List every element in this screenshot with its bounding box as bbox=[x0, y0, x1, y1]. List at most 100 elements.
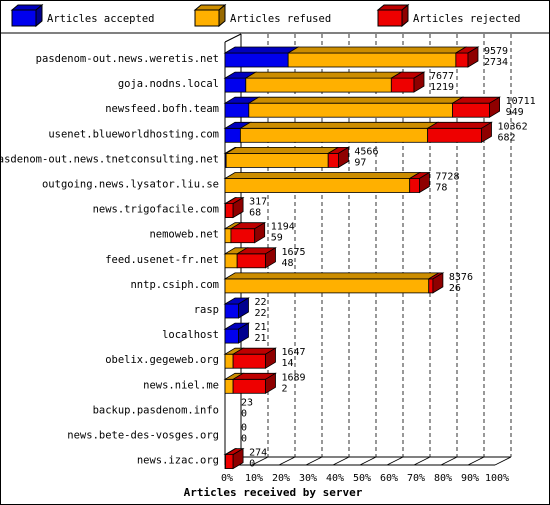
category-labels: pasdenom-out.news.weretis.net goja.nodns.… bbox=[0, 53, 219, 467]
category-label: pasdenom-out.news.weretis.net bbox=[36, 53, 219, 65]
accepted-label: 26 bbox=[449, 283, 461, 294]
floor-line bbox=[251, 456, 269, 466]
bar-rejected bbox=[428, 278, 434, 294]
x-tick-label: 100% bbox=[485, 473, 509, 484]
bar-rejected bbox=[232, 353, 266, 369]
legend-swatch bbox=[11, 9, 37, 27]
bars: 9579273476771219107119491036268245669777… bbox=[223, 46, 536, 470]
total-label: 1194 bbox=[271, 222, 295, 233]
floor-line bbox=[332, 456, 350, 466]
total-label: 4566 bbox=[354, 146, 378, 157]
total-label: 21 bbox=[255, 322, 267, 333]
bar-rejected-side bbox=[432, 272, 444, 294]
bar-rejected-side bbox=[467, 46, 479, 68]
bar-accepted bbox=[224, 102, 250, 118]
bar-accepted bbox=[224, 127, 241, 143]
floor-line bbox=[440, 456, 458, 466]
bar-accepted-top bbox=[223, 46, 300, 54]
bar-accepted-side bbox=[238, 322, 249, 344]
x-tick-label: 40% bbox=[326, 473, 344, 484]
bar-rejected bbox=[452, 102, 490, 118]
category-label: usenet.blueworldhosting.com bbox=[48, 128, 219, 140]
bar-accepted bbox=[224, 52, 289, 68]
bar-refused bbox=[224, 228, 232, 244]
total-label: 10362 bbox=[498, 121, 528, 132]
floor-line bbox=[386, 456, 404, 466]
bar-refused-top bbox=[223, 272, 441, 280]
bar-rejected bbox=[225, 203, 234, 219]
bar-refused bbox=[224, 178, 411, 193]
x-tick-labels: 0% 10% 20% 30% 40% 50% 60% 70% 80% 90% 100% bbox=[221, 473, 509, 484]
accepted-label: 22 bbox=[255, 308, 267, 319]
x-tick-label: 0% bbox=[221, 473, 233, 484]
x-tick-label: 70% bbox=[407, 473, 425, 484]
total-label: 23 bbox=[241, 397, 253, 408]
bar-rejected bbox=[232, 378, 266, 394]
bar-refused bbox=[239, 127, 429, 143]
total-label: 7728 bbox=[435, 172, 459, 183]
bar-refused-top bbox=[286, 46, 468, 54]
bar-accepted-side bbox=[238, 297, 249, 319]
floor-line bbox=[278, 456, 296, 466]
accepted-label: 949 bbox=[506, 107, 524, 118]
total-label: 0 bbox=[241, 423, 247, 434]
category-label: rasp bbox=[194, 304, 219, 316]
category-label: news.bete-des-vosges.org bbox=[67, 430, 219, 442]
total-label: 1647 bbox=[282, 347, 306, 358]
total-label: 9579 bbox=[484, 46, 508, 57]
accepted-label: 2 bbox=[282, 383, 288, 394]
bar-accepted bbox=[224, 328, 239, 344]
accepted-label: 2734 bbox=[484, 57, 508, 68]
accepted-label: 68 bbox=[249, 208, 261, 219]
bar-refused bbox=[224, 353, 234, 369]
bar-rejected-top bbox=[426, 121, 493, 129]
floor-line bbox=[359, 456, 377, 466]
category-label: news.niel.me bbox=[143, 379, 219, 391]
legend-swatch bbox=[194, 9, 220, 27]
bar-refused-top bbox=[238, 121, 440, 129]
bar-rejected-side bbox=[232, 196, 244, 219]
bar-rejected bbox=[230, 228, 256, 244]
bar-accepted bbox=[224, 303, 239, 319]
total-label: 22 bbox=[255, 297, 267, 308]
bar-refused bbox=[224, 278, 430, 294]
legend: Articles accepted Articles refused Article… bbox=[10, 3, 520, 28]
accepted-label: 682 bbox=[498, 132, 516, 143]
category-label: news.izac.org bbox=[137, 455, 219, 467]
floor-line bbox=[494, 456, 512, 466]
category-label: feed.usenet-fr.net bbox=[105, 254, 219, 266]
legend-label: Articles rejected bbox=[413, 13, 520, 25]
total-label: 274 bbox=[249, 448, 267, 459]
accepted-label: 0 bbox=[249, 459, 255, 470]
legend-label: Articles accepted bbox=[47, 13, 154, 25]
accepted-label: 0 bbox=[241, 434, 247, 445]
bar-rejected-side bbox=[337, 146, 349, 169]
bar-rejected-side bbox=[265, 247, 276, 269]
legend-swatch-side bbox=[218, 3, 226, 28]
bar-refused-top bbox=[247, 96, 465, 104]
axis-depth bbox=[224, 33, 242, 43]
accepted-label: 48 bbox=[282, 258, 294, 269]
bar-refused-top bbox=[224, 146, 340, 154]
bar-refused bbox=[245, 77, 392, 93]
bar-refused-top bbox=[223, 172, 422, 179]
total-label: 1675 bbox=[282, 247, 306, 258]
category-label: localhost bbox=[162, 329, 219, 341]
legend-swatch-side bbox=[35, 3, 43, 28]
bar-rejected-side bbox=[418, 171, 430, 194]
x-tick-label: 90% bbox=[461, 473, 479, 484]
total-label: 1689 bbox=[282, 372, 306, 383]
x-tick-label: 80% bbox=[434, 473, 452, 484]
bar-rejected bbox=[455, 52, 469, 68]
bar-rejected-side bbox=[481, 121, 492, 144]
category-label: outgoing.news.lysator.liu.se bbox=[42, 179, 219, 191]
bar-rejected bbox=[327, 152, 339, 168]
total-label: 10711 bbox=[506, 96, 536, 107]
accepted-label: 78 bbox=[435, 183, 447, 194]
floor-line bbox=[467, 456, 485, 466]
x-tick-label: 60% bbox=[380, 473, 398, 484]
bar-refused bbox=[287, 52, 457, 68]
bar-rejected-side bbox=[232, 447, 244, 470]
category-label: goja.nodns.local bbox=[118, 78, 219, 90]
